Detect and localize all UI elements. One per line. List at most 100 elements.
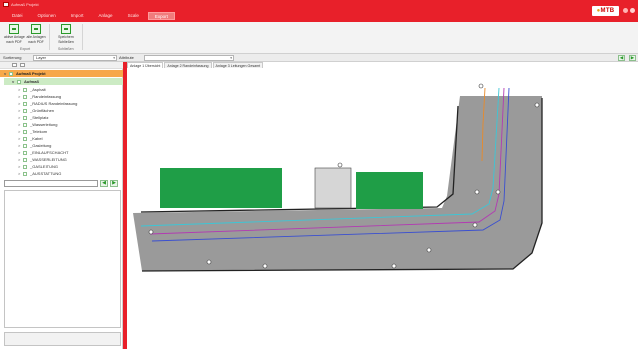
tree-item[interactable]: > _Telekom — [18, 128, 47, 135]
tree-item-label: _Grünflächen — [30, 108, 55, 113]
chevron-right-icon: > — [18, 157, 21, 162]
tree-item-label: _AUSSTATTUNG — [30, 171, 62, 176]
grass-area-left — [160, 168, 282, 208]
menu-optionen[interactable]: Optionen — [37, 13, 56, 18]
tree-item[interactable]: > _Gasleitung — [18, 142, 51, 149]
chevron-down-icon: v — [4, 71, 7, 76]
survey-point — [391, 263, 397, 269]
chevron-down-icon: ▾ — [230, 56, 232, 60]
chevron-right-icon: > — [18, 136, 21, 141]
menu-anlage[interactable]: Anlage — [98, 13, 113, 18]
layer-panel: v Aufmaß Projekt v Aufmaß > _Asphalt > _Rand… — [0, 62, 123, 349]
checkbox[interactable] — [23, 150, 27, 155]
menu-scale[interactable]: Scale — [127, 13, 139, 18]
ribbon-group-export: Export — [20, 47, 31, 51]
save-close-button[interactable]: Speichern Schließen — [56, 24, 76, 44]
forward-arrow-icon[interactable]: ▶ — [629, 55, 636, 61]
checkbox[interactable] — [23, 122, 27, 127]
tree-item[interactable]: > _Randeinfassung — [18, 93, 61, 100]
panel-footer — [4, 332, 121, 346]
tree-item[interactable]: > _GASLEITUNG — [18, 163, 58, 170]
drawing-canvas[interactable] — [127, 68, 638, 349]
property-list[interactable] — [4, 190, 121, 328]
ribbon-separator — [49, 24, 50, 50]
checkbox[interactable] — [23, 136, 27, 141]
property-search-input[interactable] — [4, 180, 98, 187]
save-icon — [61, 24, 71, 34]
tree-item[interactable]: > _WASSERLEITUNG — [18, 156, 67, 163]
tree-item[interactable]: > _Wasserleitung — [18, 121, 57, 128]
layer-toolbar — [0, 62, 123, 69]
checkbox[interactable] — [23, 157, 27, 162]
tree-item[interactable]: > _EINLAUFSCHACHT — [18, 149, 68, 156]
checkbox[interactable] — [23, 143, 27, 148]
checkbox[interactable] — [23, 171, 27, 176]
tree-root-label: Aufmaß Projekt — [16, 71, 46, 76]
tree-group-label: Aufmaß — [24, 79, 39, 84]
checkbox[interactable] — [23, 129, 27, 134]
checkbox[interactable] — [9, 71, 13, 76]
menu-export[interactable]: Export — [147, 12, 175, 20]
attribute-select[interactable]: ▾ — [144, 55, 234, 61]
tree-item[interactable]: > _AUSSTATTUNG — [18, 170, 61, 177]
checkbox[interactable] — [23, 101, 27, 106]
close-icon[interactable] — [630, 8, 635, 13]
button-label: nach PDF — [6, 40, 22, 44]
app-icon — [3, 2, 9, 7]
tab-anlage-1[interactable]: Anlage 1 Übersicht — [127, 62, 164, 68]
ribbon-separator — [82, 24, 83, 50]
expand-all-icon[interactable] — [12, 63, 17, 67]
button-label: nach PDF — [28, 40, 44, 44]
sort-value: Layer — [36, 55, 47, 60]
menu-bar: Datei Optionen Import Anlage Scale Expor… — [6, 12, 175, 20]
checkbox[interactable] — [23, 164, 27, 169]
checkbox[interactable] — [23, 108, 27, 113]
grass-area-right — [356, 172, 423, 209]
window-title: Aufmaß Projekt — [11, 2, 39, 7]
tree-item[interactable]: > _Stellplatz — [18, 114, 48, 121]
chevron-right-icon: > — [18, 150, 21, 155]
checkbox[interactable] — [23, 87, 27, 92]
sheet-tabs: Anlage 1 Übersicht Anlage 2 Randeinfassu… — [127, 62, 264, 68]
export-all-pdf-button[interactable]: alle Anlagen nach PDF — [26, 24, 46, 44]
chevron-right-icon: > — [18, 115, 21, 120]
tree-item-label: _Kabel — [30, 136, 43, 141]
next-arrow-icon[interactable]: ▶ — [110, 180, 118, 187]
main-area: ◀ ▶ Anlage 1 Übersicht Anlage 2 Randeinf… — [127, 54, 638, 349]
ribbon-group-close: Schließen — [58, 47, 74, 51]
attribute-label: Attribute — [119, 55, 134, 60]
tree-item-label: _Randeinfassung — [30, 94, 62, 99]
tree-item[interactable]: > _Grünflächen — [18, 107, 54, 114]
collapse-all-icon[interactable] — [20, 63, 25, 67]
checkbox[interactable] — [23, 94, 27, 99]
chevron-right-icon: > — [18, 122, 21, 127]
tree-item[interactable]: > _RADIUS Randeinfassung — [18, 100, 77, 107]
tab-anlage-3[interactable]: Anlage 3 Leitungen Gesamt — [212, 62, 264, 68]
panel-splitter[interactable] — [123, 62, 127, 349]
back-arrow-icon[interactable]: ◀ — [618, 55, 625, 61]
tree-group[interactable]: v Aufmaß — [4, 78, 123, 85]
tree-root[interactable]: v Aufmaß Projekt — [0, 70, 123, 77]
checkbox[interactable] — [23, 115, 27, 120]
tree-item[interactable]: > _Asphalt — [18, 86, 46, 93]
export-active-pdf-button[interactable]: aktive Anlage nach PDF — [4, 24, 25, 44]
tab-anlage-2[interactable]: Anlage 2 Randeinfassung — [164, 62, 212, 68]
tree-item[interactable]: > _Kabel — [18, 135, 42, 142]
survey-point — [534, 102, 540, 108]
survey-point — [495, 189, 501, 195]
menu-datei[interactable]: Datei — [12, 13, 23, 18]
minimize-icon[interactable] — [623, 8, 628, 13]
chevron-right-icon: > — [18, 171, 21, 176]
chevron-down-icon: v — [12, 79, 15, 84]
survey-point — [262, 263, 268, 269]
menu-import[interactable]: Import — [70, 13, 84, 18]
previous-arrow-icon[interactable]: ◀ — [100, 180, 108, 187]
tree-item-label: _WASSERLEITUNG — [30, 157, 67, 162]
sort-select[interactable]: Layer ▾ — [33, 55, 117, 61]
chevron-right-icon: > — [18, 129, 21, 134]
chevron-right-icon: > — [18, 143, 21, 148]
title-bar: Aufmaß Projekt Datei Optionen Import Anl… — [0, 0, 638, 22]
chevron-down-icon: ▾ — [113, 56, 115, 60]
checkbox[interactable] — [17, 79, 21, 84]
